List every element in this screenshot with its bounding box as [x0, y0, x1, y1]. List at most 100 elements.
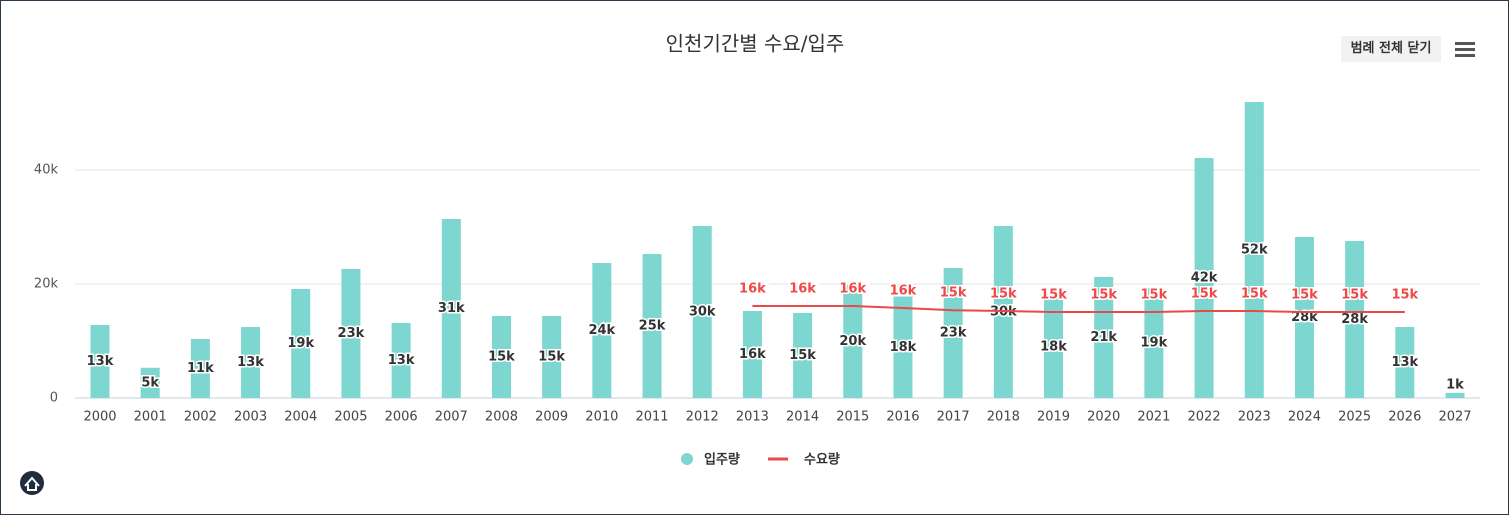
bar	[742, 311, 762, 398]
line-value-label: 15k	[1141, 287, 1168, 302]
x-tick-label: 2000	[83, 410, 116, 425]
line-value-label: 15k	[1241, 287, 1268, 302]
bar	[1144, 287, 1164, 398]
x-tick-label: 2011	[635, 410, 668, 425]
bar	[1345, 241, 1365, 398]
bar	[1294, 236, 1314, 398]
bar-value-label: 28k	[1341, 312, 1368, 327]
x-tick-label: 2007	[435, 410, 468, 425]
bar	[190, 339, 210, 398]
menu-bar	[1455, 48, 1475, 51]
x-tick-label: 2005	[334, 410, 367, 425]
legend-label: 입주량	[704, 453, 740, 468]
x-tick-label: 2021	[1137, 410, 1170, 425]
x-tick-label: 2027	[1438, 410, 1471, 425]
line-value-label: 15k	[940, 286, 967, 301]
chart-title: 인천기간별 수요/입주	[666, 32, 845, 56]
home-circle	[20, 471, 44, 495]
line-value-label: 15k	[990, 287, 1017, 302]
bar	[491, 315, 511, 398]
bar-value-label: 5k	[141, 375, 159, 390]
x-tick-label: 2023	[1238, 410, 1271, 425]
bar-value-label: 24k	[588, 323, 615, 338]
bar-value-label: 19k	[287, 336, 314, 351]
bar-value-label: 15k	[488, 349, 515, 364]
bar-value-label: 13k	[388, 353, 415, 368]
bar	[1094, 276, 1114, 398]
menu-icon[interactable]	[1455, 42, 1475, 57]
bar	[1244, 101, 1264, 399]
line-value-label: 16k	[789, 282, 816, 297]
legend-label: 수요량	[804, 453, 840, 468]
line-value-label: 15k	[1291, 287, 1318, 302]
bar-value-label: 15k	[538, 349, 565, 364]
bar	[943, 268, 963, 398]
line-value-label: 15k	[1040, 287, 1067, 302]
x-tick-label: 2004	[284, 410, 317, 425]
bar	[341, 269, 361, 398]
bar	[140, 367, 160, 398]
bar-value-label: 23k	[338, 326, 365, 341]
bar-value-label: 30k	[689, 304, 716, 319]
legend-swatch	[681, 453, 693, 465]
legend-toggle-button[interactable]: 범례 전체 닫기	[1341, 36, 1441, 62]
bar-value-label: 16k	[739, 347, 766, 362]
x-tick-label: 2015	[836, 410, 869, 425]
bar-value-label: 21k	[1090, 330, 1117, 345]
x-tick-label: 2010	[585, 410, 618, 425]
bar-value-label: 20k	[839, 334, 866, 349]
x-tick-label: 2013	[736, 410, 769, 425]
bar	[391, 322, 411, 398]
x-tick-label: 2001	[134, 410, 167, 425]
x-tick-label: 2020	[1087, 410, 1120, 425]
y-tick-label: 40k	[34, 163, 59, 178]
line-value-label: 15k	[1391, 287, 1418, 302]
line-value-label: 15k	[1341, 287, 1368, 302]
x-tick-label: 2006	[385, 410, 418, 425]
bar	[843, 285, 863, 398]
x-tick-label: 2017	[937, 410, 970, 425]
bar-value-label: 18k	[1040, 339, 1067, 354]
bar-value-label: 42k	[1191, 271, 1218, 286]
bar-value-label: 18k	[890, 340, 917, 355]
bar-value-label: 13k	[87, 354, 114, 369]
bar	[441, 219, 461, 398]
home-glyph	[24, 476, 40, 491]
bar-value-label: 13k	[1391, 355, 1418, 370]
line-value-label: 16k	[890, 283, 917, 298]
bar-value-label: 52k	[1241, 242, 1268, 257]
x-tick-label: 2019	[1037, 410, 1070, 425]
home-icon[interactable]	[20, 471, 44, 495]
x-tick-label: 2002	[184, 410, 217, 425]
x-tick-label: 2008	[485, 410, 518, 425]
bar-value-label: 31k	[438, 301, 465, 316]
menu-bar	[1455, 42, 1475, 45]
y-tick-label: 20k	[34, 277, 59, 292]
bar-value-label: 28k	[1291, 310, 1318, 325]
bar	[642, 254, 662, 398]
bar-value-label: 13k	[237, 355, 264, 370]
x-tick-label: 2012	[686, 410, 719, 425]
x-tick-label: 2024	[1288, 410, 1321, 425]
x-tick-label: 2014	[786, 410, 819, 425]
line-value-label: 16k	[839, 282, 866, 297]
y-tick-label: 0	[50, 391, 58, 406]
bar	[893, 296, 913, 398]
bar	[1044, 295, 1064, 398]
bar	[793, 313, 813, 398]
x-tick-label: 2026	[1388, 410, 1421, 425]
bar	[241, 327, 261, 398]
x-tick-label: 2022	[1188, 410, 1221, 425]
line-value-label: 15k	[1191, 287, 1218, 302]
bar-value-label: 11k	[187, 361, 214, 376]
bar	[1445, 392, 1465, 398]
line-value-label: 16k	[739, 282, 766, 297]
bar	[90, 325, 110, 398]
bar-value-label: 15k	[789, 348, 816, 363]
bar-value-label: 25k	[639, 319, 666, 334]
bar-value-label: 23k	[940, 326, 967, 341]
bar	[291, 289, 311, 398]
bar	[542, 315, 562, 398]
x-tick-label: 2016	[886, 410, 919, 425]
